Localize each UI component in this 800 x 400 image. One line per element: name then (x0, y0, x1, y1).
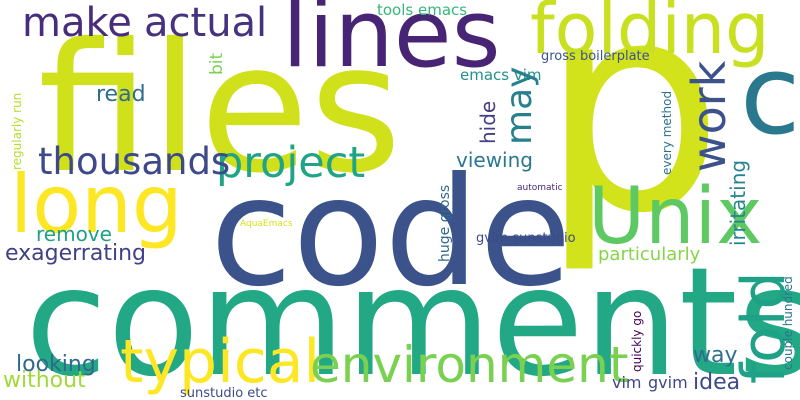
word-regularly-run: regularly run (10, 92, 24, 170)
word-couple-hundred: couple hundred (781, 276, 795, 370)
word-actual: actual (144, 0, 268, 46)
word-gvim-sunstudio: gvim sunstudio (476, 231, 576, 246)
word-folding: folding (530, 0, 770, 70)
word-emacs-vim: emacs vim (460, 66, 542, 84)
word-may: may (499, 66, 540, 145)
word-long: long (10, 158, 183, 251)
word-thousands: thousands (38, 140, 231, 183)
word-every-method: every method (660, 90, 674, 175)
word-comments: comments (25, 236, 800, 400)
word-work: work (682, 60, 736, 172)
word-unix: Unix (588, 172, 763, 262)
word-tools-emacs: tools emacs (377, 1, 468, 19)
word-gvim: gvim (648, 373, 688, 392)
word-remove: remove (36, 222, 112, 246)
word-typical: typical (120, 327, 321, 397)
word-environment: environment (310, 336, 629, 394)
word-aquaemacs: AquaEmacs (240, 219, 293, 229)
word-without: without (3, 368, 86, 393)
word-irritating: irritating (726, 159, 750, 246)
word-huge-gross: huge gross (437, 184, 453, 262)
word-quickly-go: quickly go (630, 310, 644, 372)
word-viewing: viewing (456, 148, 533, 172)
word-make: make (22, 0, 132, 46)
word-project: project (216, 138, 366, 188)
word-looking: looking (16, 352, 96, 377)
word-sunstudio-etc: sunstudio etc (180, 386, 268, 400)
word-vim: vim (612, 373, 642, 392)
word-exagerrating: exagerrating (5, 241, 146, 266)
word-bit: bit (207, 52, 227, 75)
word-code: code (210, 146, 572, 320)
word-c: c (740, 31, 800, 159)
word-automatic: automatic (517, 183, 563, 193)
word-p: p (540, 0, 725, 277)
word-lines: lines (282, 0, 501, 89)
word-hide: hide (476, 100, 500, 144)
word-particularly: particularly (598, 244, 701, 265)
word-way: way (693, 343, 738, 368)
word-read: read (96, 82, 146, 107)
word-idea: idea (693, 370, 741, 395)
word-gross-boilerplate: gross boilerplate (541, 49, 650, 64)
word-files: files (38, 5, 402, 212)
